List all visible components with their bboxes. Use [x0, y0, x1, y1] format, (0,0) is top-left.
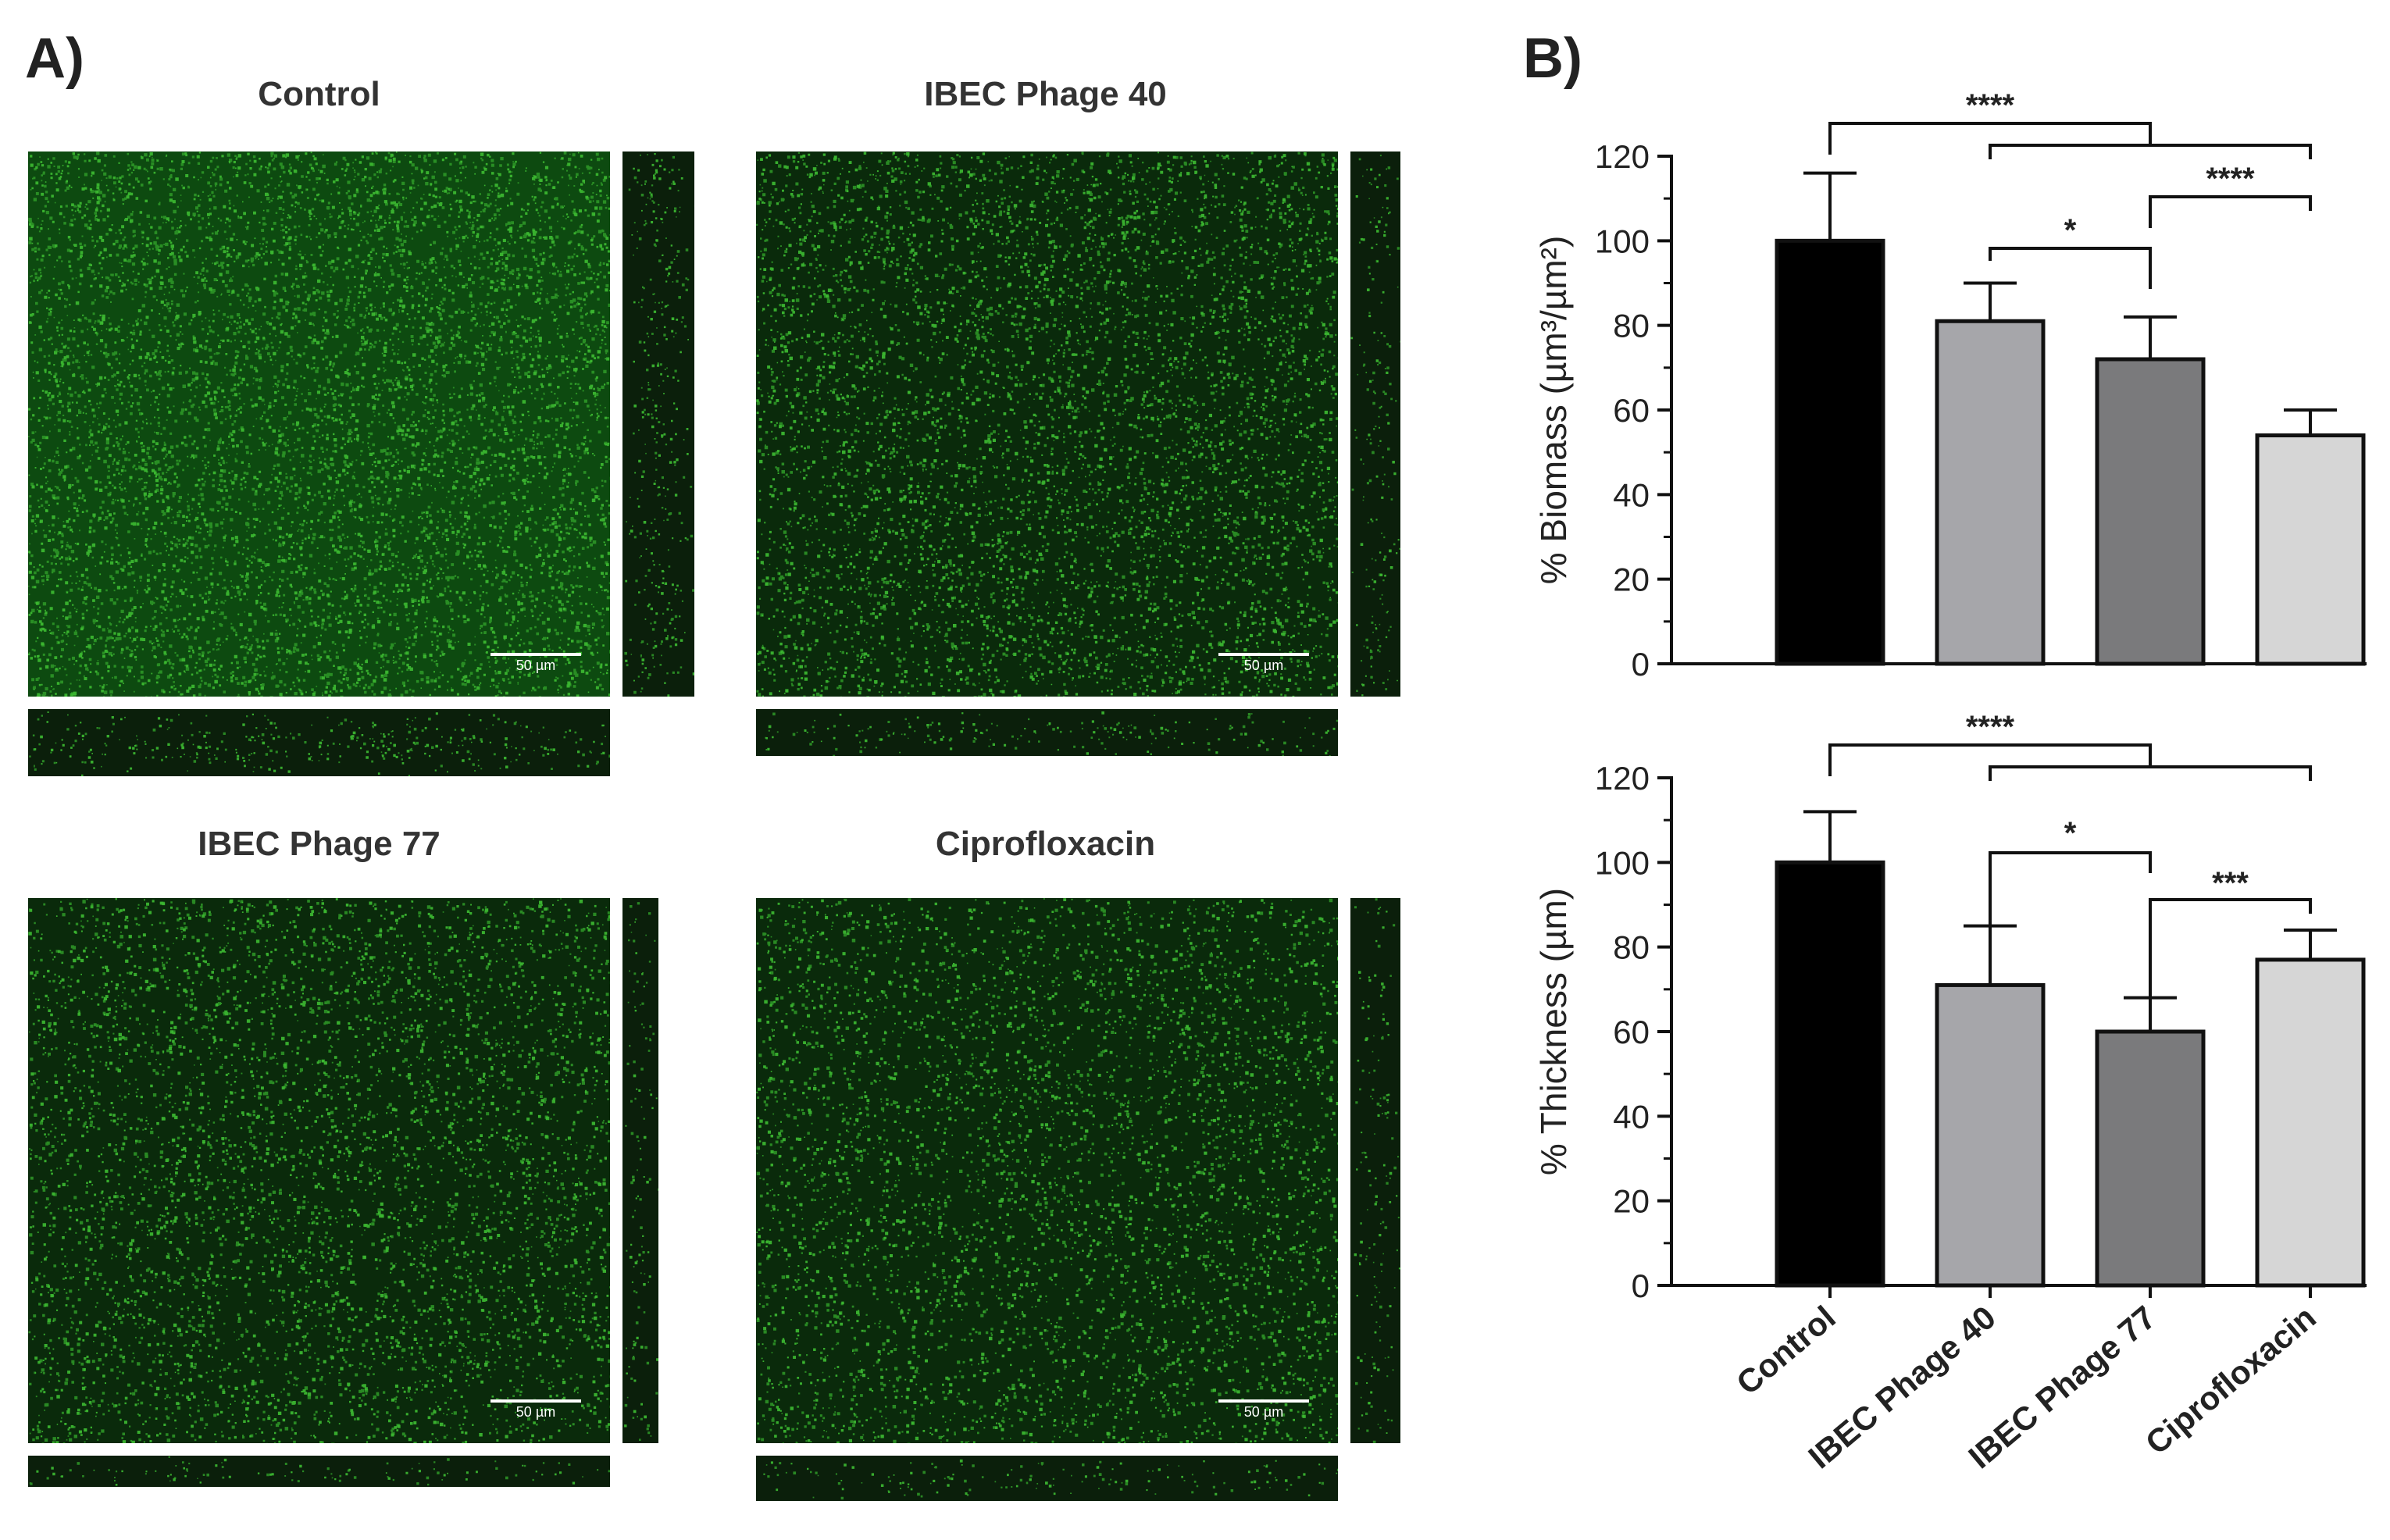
- significance-bracket: [1989, 851, 2152, 926]
- micrograph-control-side-yz: [622, 152, 694, 697]
- bar-ibec-phage-77: [2095, 1029, 2206, 1288]
- y-tick-label: 120: [1595, 760, 1650, 797]
- significance-label: *: [2064, 213, 2077, 248]
- significance-bracket: [1828, 122, 2152, 155]
- significance-bracket: [1989, 765, 2312, 781]
- significance-label: ****: [2206, 162, 2255, 196]
- micrograph-phage77-side-xz: [28, 1456, 610, 1487]
- bar-ciprofloxacin: [2255, 433, 2366, 666]
- bar-ciprofloxacin: [2255, 957, 2366, 1288]
- y-axis-label: % Thickness (µm): [1533, 888, 1574, 1175]
- significance-bracket: [2149, 195, 2312, 228]
- scale-bar-ciprofloxacin: 50 µm: [1218, 1399, 1309, 1421]
- significance-bracket: [1828, 743, 2152, 776]
- panel-label-a: A): [25, 27, 84, 90]
- x-tick-label: Ciprofloxacin: [2139, 1299, 2323, 1462]
- significance-bracket: [2149, 898, 2312, 1001]
- y-tick-label: 0: [1632, 1267, 1650, 1304]
- micrograph-phage40-side-yz: [1350, 152, 1400, 697]
- bar-control: [1775, 860, 1885, 1288]
- significance-label: *: [2064, 816, 2077, 850]
- scale-bar-label: 50 µm: [515, 658, 556, 673]
- significance-bracket: [1989, 247, 2152, 289]
- y-axis-label: % Biomass (µm³/µm²): [1533, 236, 1574, 585]
- scale-bar-label: 50 µm: [515, 1404, 556, 1420]
- y-tick-label: 40: [1613, 476, 1650, 513]
- significance-label: ****: [1966, 710, 2015, 744]
- significance-bracket: [1989, 144, 2312, 159]
- scale-bar-phage40: 50 µm: [1218, 653, 1309, 674]
- micrograph-ciprofloxacin: [756, 898, 1338, 1443]
- y-tick-label: 40: [1613, 1098, 1650, 1135]
- panel-label-b: B): [1523, 27, 1582, 90]
- y-tick-label: 120: [1595, 138, 1650, 175]
- y-tick-label: 60: [1613, 1014, 1650, 1050]
- micrograph-title-ciprofloxacin: Ciprofloxacin: [935, 825, 1156, 863]
- y-tick-label: 100: [1595, 223, 1650, 259]
- x-tick-label: Control: [1729, 1299, 1842, 1402]
- micrograph-ciprofloxacin-side-xz: [756, 1456, 1338, 1501]
- significance-label: ****: [1966, 88, 2015, 123]
- y-tick-label: 0: [1632, 646, 1650, 683]
- scale-bar-phage77: 50 µm: [490, 1399, 581, 1421]
- micrograph-control-side-xz: [28, 709, 610, 776]
- y-tick-label: 100: [1595, 844, 1650, 881]
- y-tick-label: 60: [1613, 392, 1650, 429]
- micrograph-title-control: Control: [258, 75, 380, 113]
- significance-label: ***: [2212, 866, 2249, 900]
- micrograph-phage40-side-xz: [756, 709, 1338, 756]
- micrograph-title-phage40: IBEC Phage 40: [924, 75, 1167, 113]
- micrograph-control: [28, 152, 610, 697]
- bar-ibec-phage-40: [1935, 319, 2046, 666]
- bar-control: [1775, 238, 1885, 666]
- micrograph-title-phage77: IBEC Phage 77: [198, 825, 441, 863]
- y-tick-label: 80: [1613, 308, 1650, 344]
- scale-bar-label: 50 µm: [1243, 658, 1284, 673]
- y-tick-label: 20: [1613, 561, 1650, 598]
- bar-ibec-phage-40: [1935, 982, 2046, 1288]
- bar-ibec-phage-77: [2095, 357, 2206, 666]
- scale-bar-control: 50 µm: [490, 653, 581, 674]
- scale-bar-label: 50 µm: [1243, 1404, 1284, 1420]
- micrograph-ciprofloxacin-side-yz: [1350, 898, 1400, 1443]
- y-tick-label: 80: [1613, 929, 1650, 966]
- micrograph-phage77-side-yz: [622, 898, 658, 1443]
- micrograph-phage40: [756, 152, 1338, 697]
- micrograph-phage77: [28, 898, 610, 1443]
- y-tick-label: 20: [1613, 1183, 1650, 1220]
